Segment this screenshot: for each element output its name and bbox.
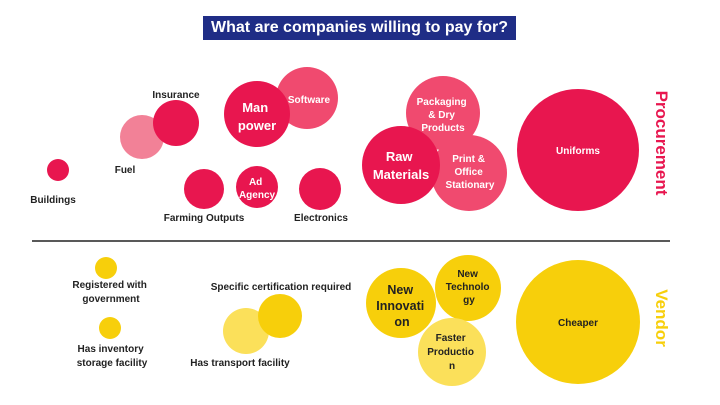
bubble-new-innovation — [366, 268, 436, 338]
bubble-electronics — [299, 168, 341, 210]
procurement-section-label: Procurement — [652, 91, 671, 196]
label-transport: Has transport facility — [190, 358, 290, 369]
label-print-line3: Stationary — [446, 180, 495, 191]
label-software-line: Software — [288, 95, 331, 106]
label-raw-materials: Raw Materials — [373, 149, 429, 182]
label-farming: Farming Outputs — [164, 213, 245, 224]
bubble-new-technology — [435, 255, 501, 321]
label-inventory: Has inventory storage facility — [77, 344, 148, 369]
label-software: Software — [288, 95, 331, 106]
bubble-farming — [184, 169, 224, 209]
bubble-print — [431, 135, 507, 211]
label-fuel: Fuel — [115, 165, 136, 176]
label-new-technology-line1: New — [457, 269, 478, 280]
bubble-ad-agency — [236, 166, 278, 208]
label-new-innovation-line3: on — [394, 315, 409, 329]
bubble-fuel — [120, 115, 164, 159]
label-packaging-line2: & Dry — [428, 110, 455, 121]
bubble-certification — [258, 294, 302, 338]
bubble-transport — [223, 308, 269, 354]
label-faster-production: Faster Productio n — [427, 333, 476, 372]
label-new-technology: New Technolo gy — [446, 269, 492, 306]
label-inventory-line2: storage facility — [77, 358, 148, 369]
label-packaging-line1: Packaging — [417, 97, 467, 108]
label-manpower-line1: Man — [242, 100, 268, 115]
label-new-innovation-line2: Innovati — [376, 299, 424, 313]
label-ad-agency-line1: Ad — [249, 177, 262, 188]
bubble-insurance — [153, 100, 199, 146]
label-insurance: Insurance — [152, 90, 200, 101]
label-electronics: Electronics — [294, 213, 348, 224]
bubble-raw-materials — [362, 126, 440, 204]
label-packaging-line3: Products — [421, 123, 465, 134]
bubble-buildings — [47, 159, 69, 181]
label-ad-agency: Ad Agency — [239, 177, 276, 201]
bubble-faster-production — [418, 318, 486, 386]
label-registered: Registered with government — [72, 280, 149, 305]
label-registered-line1: Registered with — [72, 280, 146, 291]
label-uniforms: Uniforms — [556, 146, 600, 157]
label-faster-production-line3: n — [449, 361, 455, 372]
label-manpower: Man power — [238, 100, 276, 133]
label-new-innovation: New Innovati on — [376, 283, 427, 329]
vendor-section-label: Vendor — [652, 289, 671, 347]
label-inventory-line1: Has inventory — [78, 344, 145, 355]
label-manpower-line2: power — [238, 118, 276, 133]
label-new-innovation-line1: New — [387, 283, 413, 297]
bubble-cheaper — [516, 260, 640, 384]
label-raw-materials-line2: Materials — [373, 167, 429, 182]
label-faster-production-line1: Faster — [436, 333, 466, 344]
label-new-technology-line2: Technolo — [446, 282, 490, 293]
bubble-registered — [95, 257, 117, 279]
label-registered-line2: government — [82, 294, 140, 305]
bubble-packaging — [406, 76, 480, 150]
bubble-software — [276, 67, 338, 129]
bubble-uniforms — [517, 89, 639, 211]
label-certification: Specific certification required — [211, 282, 352, 293]
bubble-inventory — [99, 317, 121, 339]
label-new-technology-line3: gy — [463, 295, 475, 306]
label-cheaper: Cheaper — [558, 318, 598, 329]
page-title: What are companies willing to pay for? — [203, 16, 516, 40]
label-print-line1: Print & — [452, 154, 485, 165]
label-buildings: Buildings — [30, 195, 76, 206]
label-print-line2: Office — [454, 167, 483, 178]
label-print: Print & Office Stationary — [446, 154, 495, 191]
label-packaging: Packaging & Dry Products — [417, 97, 470, 134]
label-ad-agency-line2: Agency — [239, 190, 276, 201]
bubble-manpower — [224, 81, 290, 147]
label-faster-production-line2: Productio — [427, 347, 474, 358]
label-raw-materials-line1: Raw — [386, 149, 414, 164]
